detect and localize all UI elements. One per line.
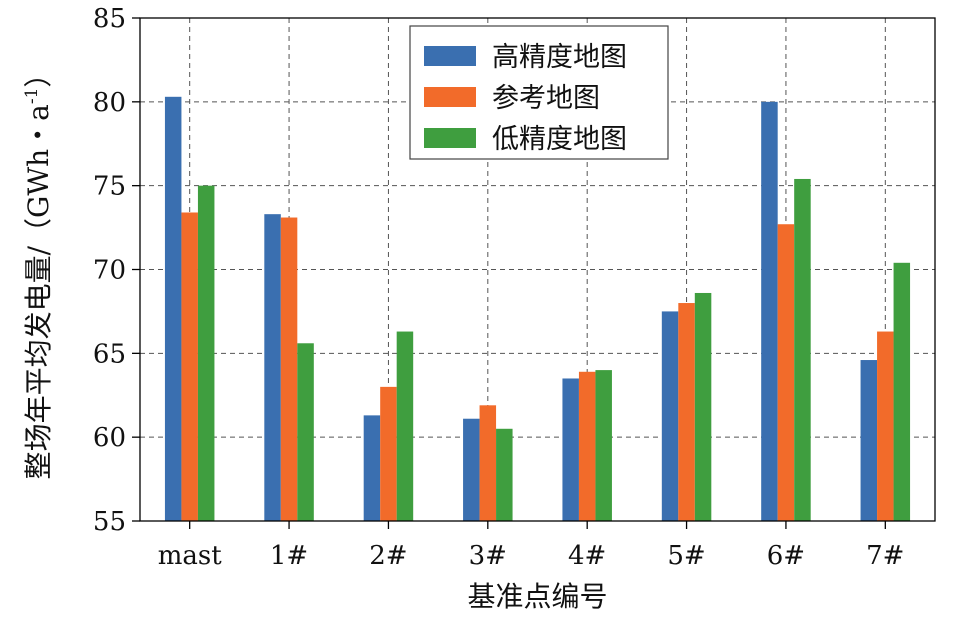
bar bbox=[877, 331, 894, 521]
axis-ticks: 55 60 65 70 75 80 85 mast 1# 2# 3# 4# 5# 6# 7# bbox=[93, 4, 905, 571]
bar bbox=[694, 292, 712, 521]
bar bbox=[893, 262, 911, 521]
bar bbox=[264, 214, 281, 522]
x-tick-label: 3# bbox=[469, 541, 507, 571]
bars bbox=[164, 96, 911, 522]
y-axis-label: 整场年平均发电量/（GWh・a-1） bbox=[22, 60, 55, 480]
bar bbox=[777, 224, 795, 522]
x-tick-label: 5# bbox=[667, 541, 705, 571]
x-axis-label: 基准点编号 bbox=[467, 580, 607, 613]
y-tick-label: 55 bbox=[93, 507, 126, 537]
bar bbox=[479, 405, 497, 521]
bar bbox=[496, 428, 513, 521]
bar bbox=[280, 217, 298, 522]
bar bbox=[562, 378, 579, 521]
bar bbox=[380, 386, 397, 521]
bar bbox=[363, 415, 381, 521]
y-tick-label: 65 bbox=[93, 339, 126, 369]
bar bbox=[678, 303, 695, 521]
legend-swatch bbox=[424, 87, 476, 107]
x-tick-label: 2# bbox=[369, 541, 407, 571]
legend-label: 高精度地图 bbox=[492, 42, 627, 73]
bar bbox=[794, 178, 811, 521]
y-tick-label: 70 bbox=[93, 256, 126, 286]
y-tick-label: 80 bbox=[93, 88, 126, 118]
x-tick-label: 4# bbox=[568, 541, 606, 571]
x-tick-label: 6# bbox=[767, 541, 805, 571]
legend-label: 参考地图 bbox=[492, 83, 600, 114]
bar bbox=[181, 212, 198, 521]
legend-swatch bbox=[424, 46, 476, 66]
legend-swatch bbox=[424, 128, 476, 148]
bar bbox=[860, 360, 878, 521]
y-tick-label: 60 bbox=[93, 423, 126, 453]
bar bbox=[297, 343, 314, 521]
bar bbox=[164, 96, 182, 521]
bar bbox=[396, 331, 414, 521]
bar bbox=[578, 371, 596, 521]
bar bbox=[595, 370, 612, 521]
bar bbox=[661, 311, 679, 521]
legend-label: 低精度地图 bbox=[492, 124, 627, 155]
y-tick-label: 75 bbox=[93, 172, 126, 202]
y-tick-label: 85 bbox=[93, 4, 126, 34]
x-tick-label: 1# bbox=[270, 541, 308, 571]
x-tick-label: 7# bbox=[866, 541, 904, 571]
bar bbox=[761, 101, 778, 521]
x-tick-label: mast bbox=[158, 541, 222, 571]
bar bbox=[197, 185, 215, 521]
bar bbox=[463, 418, 480, 521]
